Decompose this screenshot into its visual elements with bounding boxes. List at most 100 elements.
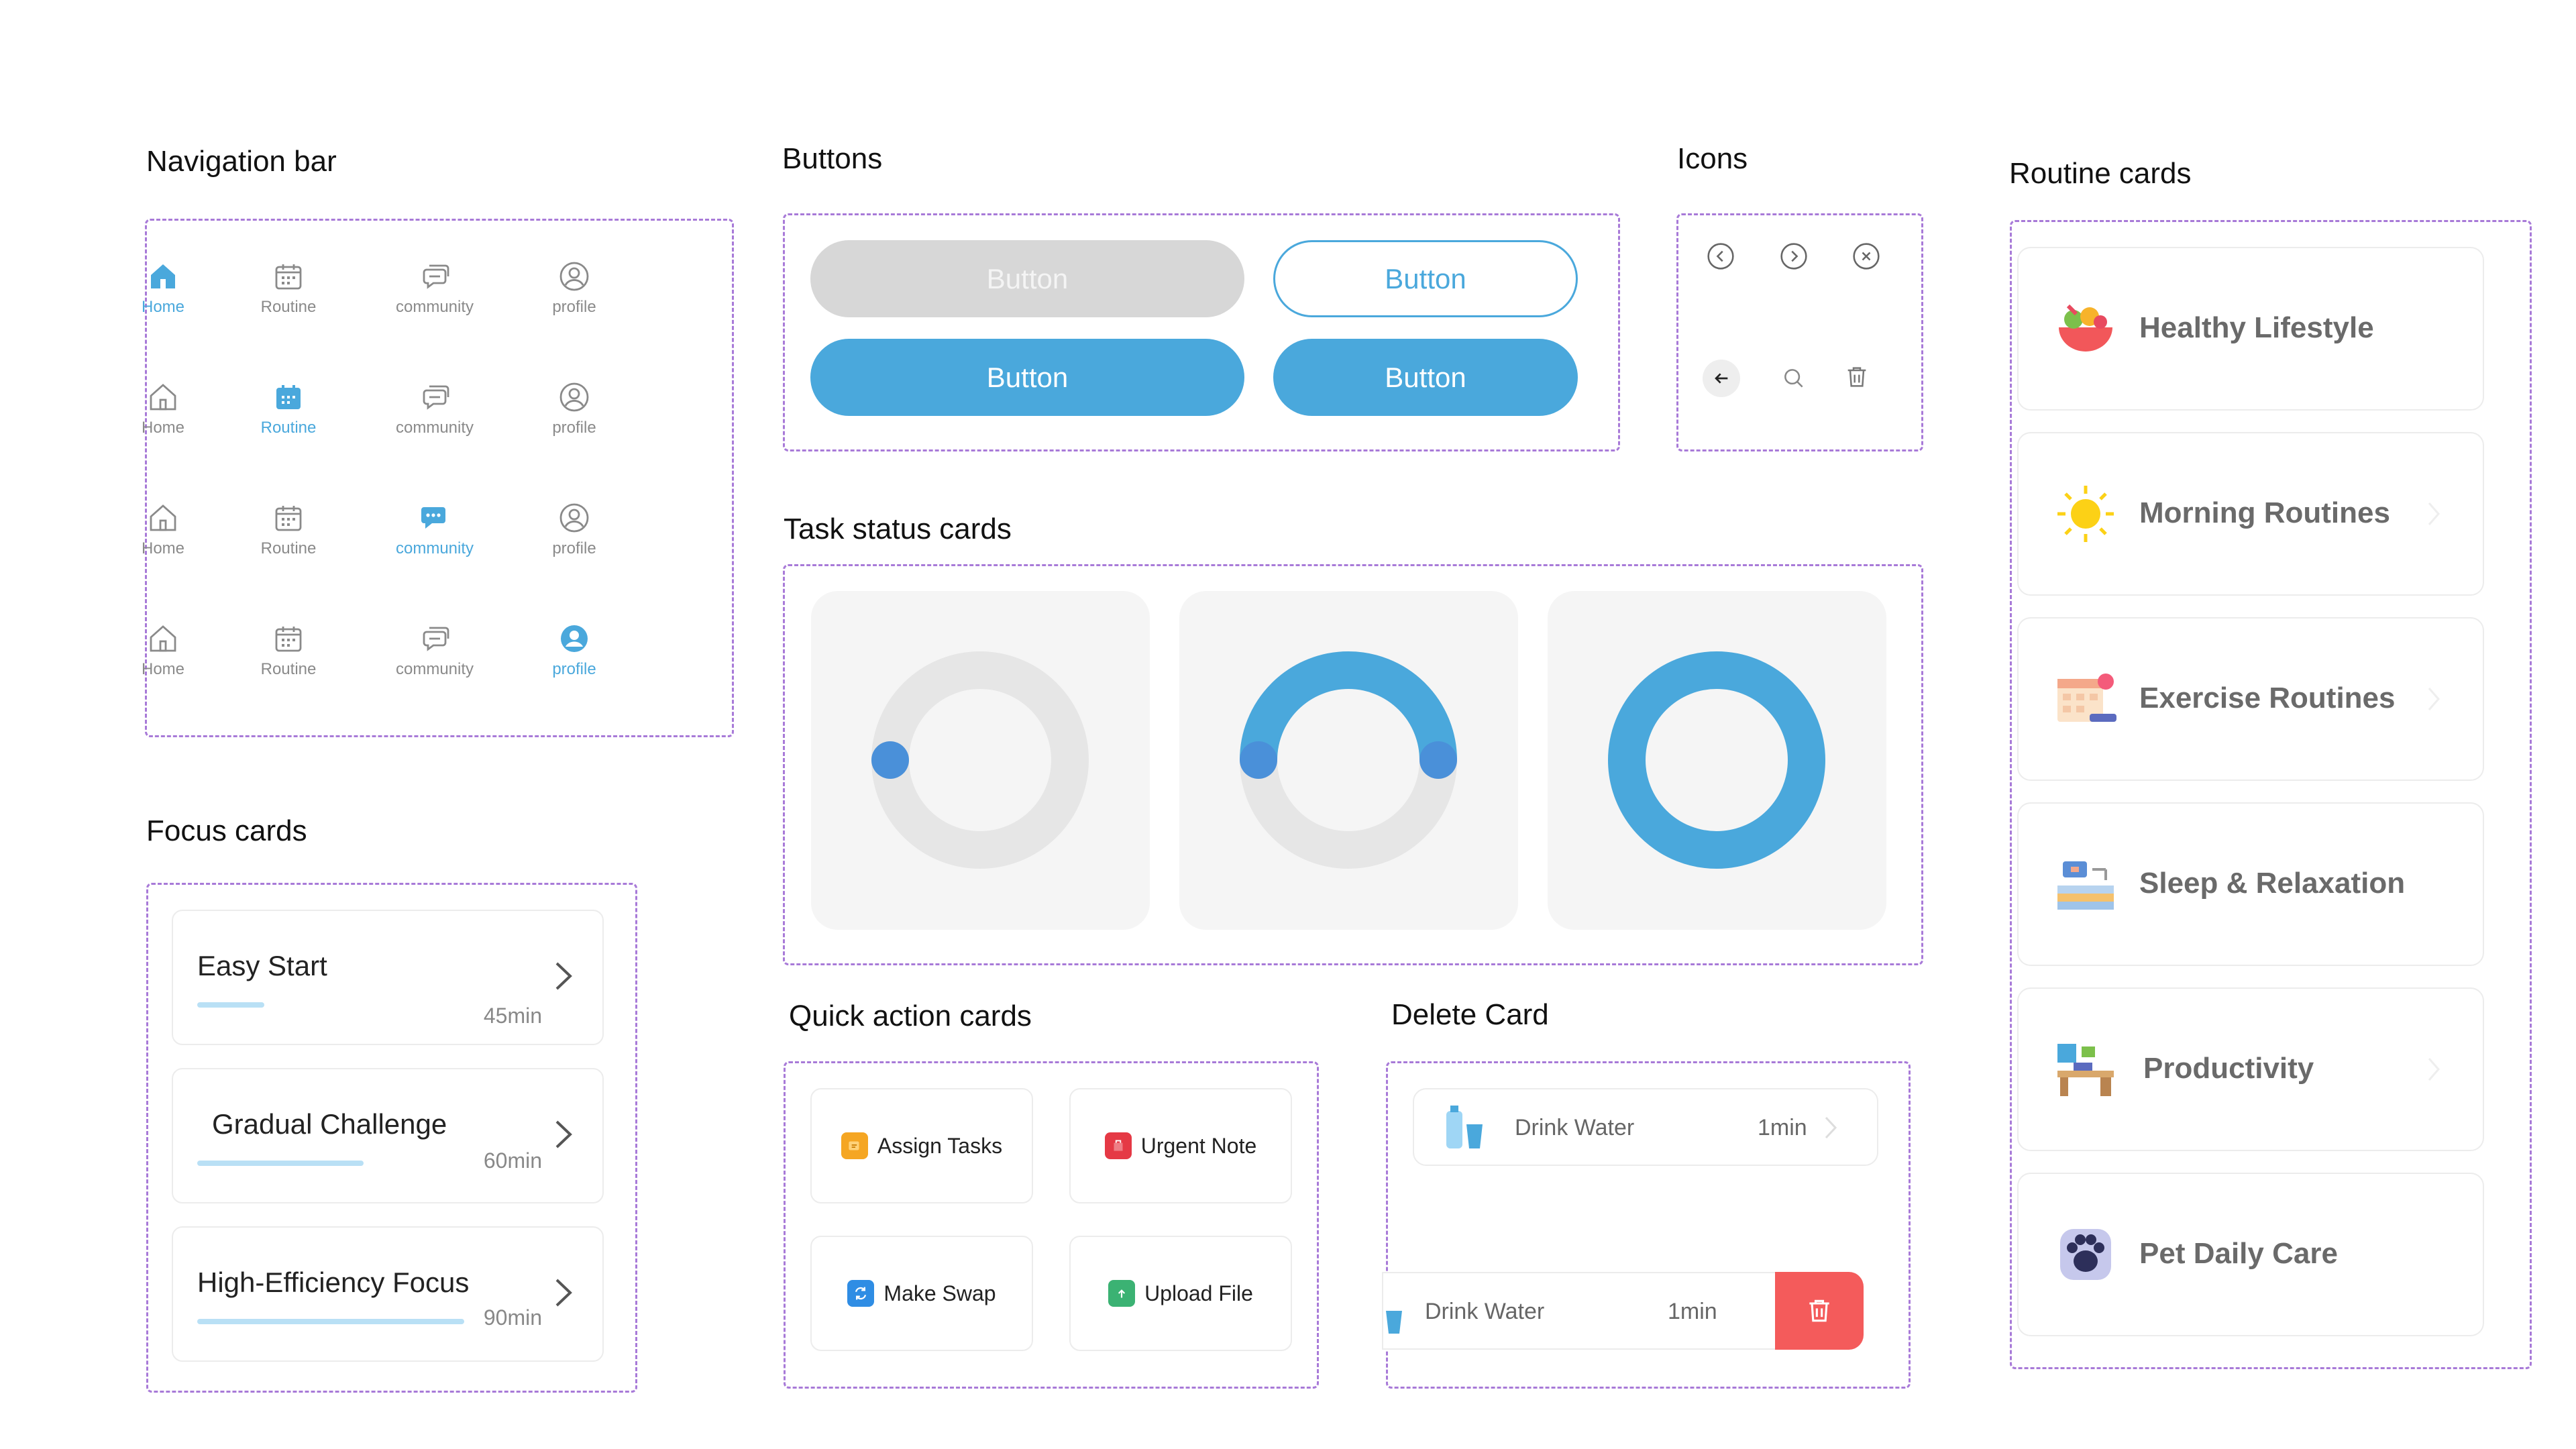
nav-item-label: Routine [260,660,317,678]
focus-card[interactable]: Easy Start 45min [172,910,604,1045]
quick-action-upload-file[interactable]: Upload File [1069,1236,1292,1351]
profile-icon [507,502,641,534]
routine-icon [221,381,356,413]
delete-button[interactable] [1775,1272,1864,1350]
calendar-dumbbell-icon [2057,674,2116,722]
paw-icon [2060,1229,2111,1280]
task-status-frame [783,564,1923,965]
chevron-right-icon [555,962,572,990]
delete-card-item-duration: 1min [1758,1115,1807,1140]
focus-card[interactable]: High-Efficiency Focus 90min [172,1226,604,1362]
nav-item-home[interactable]: Home [96,381,230,455]
focus-card-title: High-Efficiency Focus [197,1267,470,1298]
quick-action-assign-tasks[interactable]: Assign Tasks [810,1088,1033,1203]
focus-progress-bar [197,1319,464,1324]
close-circle-icon[interactable] [1850,240,1882,272]
trash-icon [1809,1299,1829,1322]
nav-item-routine[interactable]: Routine [221,502,356,576]
nav-item-community[interactable]: community [368,260,502,334]
routine-card-productivity[interactable]: Productivity [2017,987,2484,1151]
routine-card-label: Morning Routines [2139,496,2390,529]
nav-item-label: Home [141,419,185,437]
focus-card-title: Easy Start [197,950,327,981]
routine-card-label: Healthy Lifestyle [2139,311,2374,344]
routine-card-label: Sleep & Relaxation [2139,867,2406,900]
back-arrow-icon[interactable] [1703,360,1740,397]
nav-item-label: profile [552,298,596,316]
progress-ring [1608,651,1825,869]
routine-card-healthy-lifestyle[interactable]: Healthy Lifestyle [2017,247,2484,411]
routine-card-morning-routines[interactable]: Morning Routines [2017,432,2484,596]
routine-card-label: Productivity [2143,1052,2314,1085]
icons-frame [1676,213,1923,451]
salad-bowl-icon [2059,304,2112,352]
quick-action-label: Upload File [1144,1281,1253,1305]
swap-icon [847,1280,875,1307]
routine-card-label: Pet Daily Care [2139,1237,2338,1270]
routine-card-label: Exercise Routines [2139,682,2396,714]
routine-card-exercise-routines[interactable]: Exercise Routines [2017,617,2484,781]
focus-card-duration: 60min [483,1148,542,1173]
routine-card-sleep-relaxation[interactable]: Sleep & Relaxation [2017,802,2484,966]
profile-icon [507,260,641,292]
routine-card-pet-daily-care[interactable]: Pet Daily Care [2017,1173,2484,1336]
nav-item-profile[interactable]: profile [507,623,641,696]
quick-action-urgent-note[interactable]: Urgent Note [1069,1088,1292,1203]
nav-item-label: profile [552,539,596,557]
chevron-right-icon [2428,1058,2440,1081]
nav-item-label: Home [141,660,185,678]
nav-item-profile[interactable]: profile [507,260,641,334]
nav-item-home[interactable]: Home [96,260,230,334]
primary-button[interactable]: Button [810,339,1244,416]
progress-ring [1240,651,1457,869]
nav-item-profile[interactable]: profile [507,381,641,455]
quick-action-cards-title: Quick action cards [789,1000,1032,1032]
community-icon [368,623,502,655]
progress-ring [871,651,1089,869]
nav-item-label: community [395,419,474,437]
disabled-button[interactable]: Button [810,240,1244,317]
focus-progress-bar [197,1161,364,1166]
task-status-card-not-started[interactable] [811,591,1150,930]
bed-lamp-icon [2057,861,2114,910]
chevron-left-circle-icon[interactable] [1705,240,1737,272]
delete-card-title: Delete Card [1391,998,1549,1031]
nav-item-community[interactable]: community [368,502,502,576]
nav-item-profile[interactable]: profile [507,502,641,576]
nav-item-routine[interactable]: Routine [221,381,356,455]
secondary-primary-button[interactable]: Button [1273,339,1578,416]
outline-button[interactable]: Button [1273,240,1578,317]
task-status-card-in-progress[interactable] [1179,591,1518,930]
nav-item-home[interactable]: Home [96,502,230,576]
upload-file-icon [1108,1280,1136,1307]
community-icon [368,260,502,292]
nav-item-routine[interactable]: Routine [221,260,356,334]
chevron-right-circle-icon[interactable] [1778,240,1810,272]
task-status-card-complete[interactable] [1548,591,1886,930]
focus-card-title: Gradual Challenge [212,1108,447,1140]
delete-card-swiped-item[interactable]: Drink Water 1min [1382,1272,1788,1350]
quick-action-make-swap[interactable]: Make Swap [810,1236,1033,1351]
nav-item-label: Routine [260,419,317,437]
search-icon[interactable] [1778,362,1810,394]
task-status-cards-title: Task status cards [784,513,1012,545]
delete-card-frame [1386,1061,1911,1389]
nav-item-community[interactable]: community [368,623,502,696]
trash-icon[interactable] [1841,361,1873,393]
buttons-title: Buttons [782,142,883,175]
assign-tasks-icon [841,1132,868,1159]
nav-item-community[interactable]: community [368,381,502,455]
nav-item-routine[interactable]: Routine [221,623,356,696]
desk-icon [2057,1044,2114,1096]
navigation-bar-title: Navigation bar [146,145,337,178]
routine-icon [221,260,356,292]
urgent-note-icon [1104,1132,1132,1159]
focus-card[interactable]: Gradual Challenge 60min [172,1068,604,1203]
quick-action-frame [784,1061,1319,1389]
chevron-right-icon [555,1120,572,1148]
focus-cards-frame [146,883,637,1393]
delete-card-item[interactable]: Drink Water 1min [1413,1088,1878,1166]
nav-item-home[interactable]: Home [96,623,230,696]
focus-progress-bar [197,1002,264,1008]
chevron-right-icon [555,1279,572,1307]
